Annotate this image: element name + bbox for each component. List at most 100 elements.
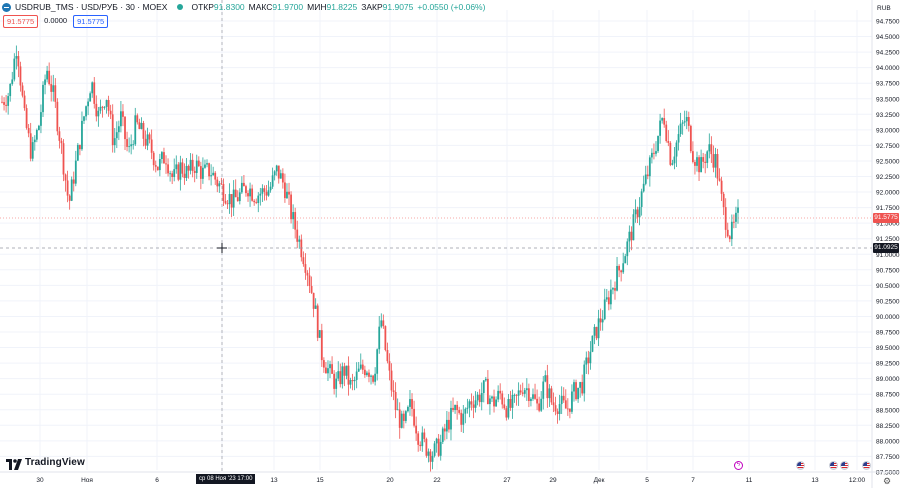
candle-body: [345, 365, 348, 376]
y-tick-label: 89.7500: [876, 330, 900, 337]
candle-body: [19, 66, 22, 86]
candle-body: [425, 438, 428, 456]
candle-body: [556, 411, 559, 415]
candle-body: [735, 212, 737, 222]
flash-icon[interactable]: ϟ: [734, 461, 743, 470]
candle-body: [13, 58, 16, 80]
us-flag-icon[interactable]: [840, 461, 849, 470]
us-flag-icon[interactable]: [796, 461, 805, 470]
candle-body: [601, 319, 604, 323]
candle-body: [294, 212, 297, 230]
candle-body: [226, 203, 229, 205]
us-flag-icon[interactable]: [862, 461, 871, 470]
candle-body: [316, 305, 319, 338]
candle-body: [612, 288, 614, 290]
x-tick-label: 29: [549, 477, 557, 484]
candle-body: [640, 191, 643, 207]
candle-body: [517, 390, 520, 396]
y-tick-label: 87.5000: [876, 469, 900, 476]
us-flag-icon[interactable]: [829, 461, 838, 470]
candle-body: [66, 180, 69, 196]
candle-body: [632, 214, 635, 241]
candle-body: [609, 289, 612, 305]
tradingview-logo[interactable]: TradingView: [6, 457, 85, 470]
candle-body: [339, 371, 342, 385]
open-value: 91.8300: [213, 2, 245, 12]
low-label: МИН: [307, 2, 327, 12]
symbol-legend[interactable]: USDRUB_TMS · USD/РУБ · 30 · MOEX ОТКР91.…: [2, 2, 485, 12]
x-tick-label: 30: [36, 477, 44, 484]
candle-body: [460, 412, 463, 425]
close-value: 91.9075: [382, 2, 414, 12]
candle-body: [683, 121, 686, 123]
candle-body: [126, 139, 128, 147]
candle-body: [181, 162, 184, 174]
symbol-title[interactable]: USDRUB_TMS · USD/РУБ · 30 · MOEX: [15, 2, 168, 12]
y-tick-label: 88.7500: [876, 392, 900, 399]
y-tick-label: 87.7500: [876, 454, 900, 461]
candle-body: [335, 378, 338, 389]
candle-body: [532, 394, 534, 399]
candle-body: [454, 404, 456, 411]
candle-body: [552, 402, 555, 406]
crosshair-layer: [0, 0, 872, 472]
candle-body: [687, 116, 690, 126]
y-tick-label: 90.0000: [876, 314, 900, 321]
candle-body: [431, 455, 434, 462]
candle-body: [702, 157, 705, 162]
candle-body: [677, 134, 680, 143]
candle-body: [179, 162, 182, 180]
ohlc-close: ЗАКР91.9075: [361, 2, 413, 12]
candle-body: [546, 375, 549, 399]
candle-body: [462, 413, 465, 425]
candle-body: [386, 349, 389, 362]
candle-body: [7, 96, 10, 106]
x-tick-label: 27: [503, 477, 511, 484]
candle-body: [671, 163, 674, 165]
candle-body: [620, 270, 623, 273]
sell-button[interactable]: 91.5775: [3, 15, 39, 28]
candle-body: [142, 122, 145, 139]
candle-body: [161, 152, 163, 160]
buy-button[interactable]: 91.5775: [73, 15, 109, 28]
candle-body: [187, 165, 190, 171]
candle-body: [288, 191, 290, 195]
candle-body: [445, 419, 448, 432]
candle-body: [653, 152, 655, 154]
candle-body: [320, 330, 323, 361]
candle-body: [214, 172, 217, 180]
currency-label[interactable]: RUB: [877, 5, 891, 12]
candle-body: [117, 126, 120, 133]
y-tick-label: 89.0000: [876, 376, 900, 383]
candle-body: [704, 161, 707, 163]
candle-body: [230, 194, 233, 208]
candle-body: [499, 390, 502, 394]
candle-body: [165, 163, 167, 165]
candle-body: [122, 111, 124, 117]
market-status-icon[interactable]: [177, 4, 184, 10]
candle-body: [199, 166, 202, 179]
candle-body: [263, 188, 266, 192]
candle-body: [148, 134, 151, 140]
candle-body: [573, 382, 575, 392]
y-tick-label: 93.2500: [876, 112, 900, 119]
candle-body: [206, 163, 208, 165]
candle-body: [544, 375, 547, 382]
candle-body: [636, 209, 639, 218]
candle-body: [175, 164, 178, 170]
candle-body: [548, 388, 551, 399]
y-tick-label: 91.2500: [876, 236, 900, 243]
tradingview-logo-icon: [6, 457, 22, 470]
gear-icon[interactable]: ⚙: [883, 476, 892, 486]
candle-body: [458, 410, 461, 413]
candle-body: [279, 173, 282, 179]
candle-body: [568, 408, 571, 412]
x-tick-label: 22: [433, 477, 441, 484]
candle-body: [550, 388, 553, 403]
candle-body: [696, 157, 698, 166]
spread-value: 0.0000: [44, 16, 68, 25]
candle-body: [273, 171, 276, 176]
candle-body: [107, 99, 110, 111]
